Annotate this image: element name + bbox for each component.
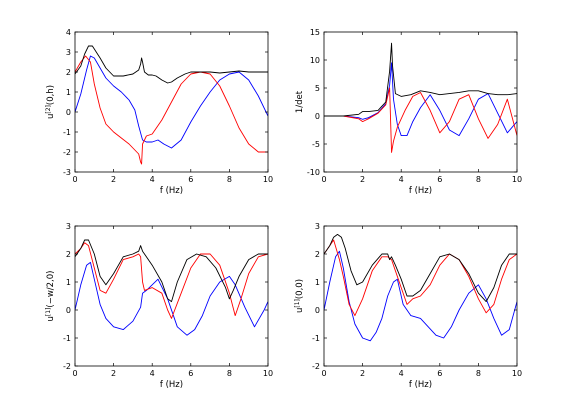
y-axis-label-superscript: [2] [45, 105, 52, 114]
y-tick-label: -3 [63, 168, 71, 177]
series-line-1 [324, 239, 517, 317]
y-tick-label: 2 [66, 250, 71, 259]
x-tick-label: 10 [263, 369, 273, 378]
x-tick-label: 0 [321, 175, 326, 184]
y-tick-label: -2 [63, 362, 71, 371]
y-tick-label: 3 [66, 222, 71, 231]
x-tick-label: 8 [227, 369, 232, 378]
x-tick-label: 10 [512, 175, 522, 184]
series-line-1 [75, 55, 268, 165]
y-axis-label-superscript: [1] [294, 299, 301, 308]
x-axis-label: f (Hz) [409, 380, 432, 390]
chart-panel-inv-det: 0 2 4 6 8 10 -10 -5 0 5 10 15 f (Hz) 1/det [295, 28, 522, 196]
y-tick-label: 5 [315, 84, 320, 93]
series-line-1 [324, 87, 517, 153]
plot-frame [323, 31, 518, 173]
y-tick-label: 1 [66, 88, 71, 97]
y-tick-label: 4 [66, 28, 71, 37]
y-axis-label-main: u [46, 114, 56, 119]
y-axis-label: u[1](0,0) [294, 279, 305, 313]
chart-panel-u1-00: 0 2 4 6 8 10 -2 -1 0 1 2 3 f (Hz) u[1](0,0) [294, 222, 522, 390]
x-tick-label: 6 [437, 175, 442, 184]
y-axis-label-rest: (0,h) [46, 85, 56, 105]
x-axis-label: f (Hz) [409, 186, 432, 196]
y-axis-label-main: u [295, 308, 305, 313]
x-tick-label: 6 [188, 369, 193, 378]
series-line-0 [75, 55, 268, 149]
x-tick-label: 0 [72, 175, 77, 184]
x-tick-label: 4 [150, 369, 155, 378]
y-tick-label: 3 [315, 222, 320, 231]
series-line-2 [75, 45, 268, 84]
x-axis-label: f (Hz) [160, 186, 183, 196]
y-tick-label: 2 [315, 250, 320, 259]
y-tick-label: 0 [315, 306, 320, 315]
y-tick-label: 1 [315, 278, 320, 287]
y-tick-label: 0 [315, 112, 320, 121]
y-tick-label: 1 [66, 278, 71, 287]
series-line-0 [324, 62, 517, 137]
y-axis-label: u[2](0,h) [45, 85, 56, 119]
y-tick-label: -2 [63, 148, 71, 157]
x-tick-label: 2 [360, 175, 365, 184]
plot-frame [74, 225, 269, 367]
x-tick-label: 0 [72, 369, 77, 378]
series-line-1 [75, 242, 268, 319]
y-tick-label: 2 [66, 68, 71, 77]
x-tick-label: 4 [150, 175, 155, 184]
y-axis-label-main: 1/det [295, 90, 305, 113]
x-tick-label: 2 [360, 369, 365, 378]
y-axis-label-main: u [46, 316, 56, 321]
series-line-0 [324, 250, 517, 342]
y-tick-label: -1 [63, 128, 71, 137]
x-tick-label: 10 [512, 369, 522, 378]
y-tick-label: -1 [312, 334, 320, 343]
series-line-0 [75, 261, 268, 336]
x-tick-label: 4 [399, 175, 404, 184]
x-tick-label: 0 [321, 369, 326, 378]
y-tick-label: 3 [66, 48, 71, 57]
x-tick-label: 6 [188, 175, 193, 184]
y-axis-label-rest: (−w/2,0) [46, 271, 56, 308]
y-axis-label: 1/det [295, 90, 305, 113]
chart-panel-u2-0h: 0 2 4 6 8 10 -3 -2 -1 0 1 2 3 4 f (Hz) u[2](0,h) [45, 28, 273, 196]
y-tick-label: 10 [310, 56, 320, 65]
y-tick-label: -1 [63, 334, 71, 343]
x-tick-label: 10 [263, 175, 273, 184]
y-axis-label-rest: (0,0) [295, 279, 305, 299]
plot-frame [74, 31, 269, 173]
y-tick-label: 15 [310, 28, 320, 37]
x-tick-label: 4 [399, 369, 404, 378]
x-axis-label: f (Hz) [160, 380, 183, 390]
series-line-2 [324, 233, 517, 303]
y-axis-label-superscript: [1] [45, 308, 52, 317]
x-tick-label: 8 [476, 369, 481, 378]
x-tick-label: 8 [476, 175, 481, 184]
x-tick-label: 8 [227, 175, 232, 184]
series-line-2 [75, 239, 268, 303]
x-tick-label: 2 [111, 369, 116, 378]
y-tick-label: 0 [66, 108, 71, 117]
y-tick-label: -5 [312, 140, 320, 149]
y-tick-label: 0 [66, 306, 71, 315]
series-line-2 [324, 42, 517, 117]
chart-panel-u1-w2: 0 2 4 6 8 10 -2 -1 0 1 2 3 f (Hz) u[1](−w/2,0) [45, 222, 273, 390]
x-tick-label: 6 [437, 369, 442, 378]
y-tick-label: -10 [307, 168, 320, 177]
y-tick-label: -2 [312, 362, 320, 371]
x-tick-label: 2 [111, 175, 116, 184]
y-axis-label: u[1](−w/2,0) [45, 271, 56, 322]
plot-frame [323, 225, 518, 367]
